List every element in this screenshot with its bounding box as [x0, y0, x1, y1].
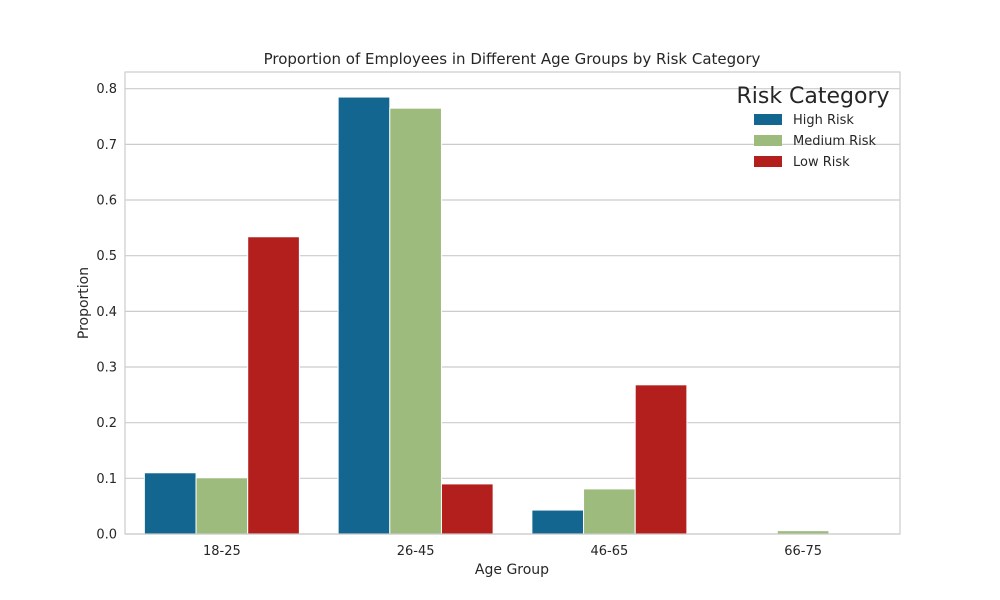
bar-low-risk-26-45	[440, 483, 494, 535]
chart-title: Proportion of Employees in Different Age…	[264, 50, 761, 68]
x-tick-label: 66-75	[784, 544, 822, 559]
y-tick-label: 0.3	[96, 361, 117, 376]
legend-label: Low Risk	[793, 155, 850, 170]
legend-title: Risk Category	[736, 84, 889, 109]
plot-background	[125, 72, 900, 534]
bars	[143, 96, 830, 535]
y-tick-label: 0.1	[96, 472, 117, 487]
bar-medium-risk-46-65	[583, 488, 636, 535]
y-tick-labels: 0.0 0.1 0.2 0.3 0.4 0.5 0.6 0.7 0.8	[96, 82, 117, 542]
plot-frame	[124, 71, 901, 535]
x-tick-labels: 18-25 26-45 46-65 66-75	[203, 544, 822, 559]
bar-low-risk-46-65	[634, 384, 688, 535]
y-tick-label: 0.8	[96, 82, 117, 97]
legend-label: High Risk	[793, 113, 854, 128]
x-tick-label: 18-25	[203, 544, 241, 559]
x-tick-label: 46-65	[590, 544, 628, 559]
y-tick-label: 0.7	[96, 138, 117, 153]
x-tick-label: 26-45	[397, 544, 435, 559]
bar-high-risk-18-25	[143, 472, 197, 535]
legend-swatch-medium-risk	[754, 135, 782, 146]
legend-label: Medium Risk	[793, 134, 877, 149]
y-axis-label: Proportion	[76, 267, 92, 339]
y-tick-label: 0.5	[96, 249, 117, 264]
bar-low-risk-18-25	[247, 236, 300, 535]
bar-high-risk-26-45	[337, 96, 391, 535]
y-tick-label: 0.4	[96, 305, 117, 320]
y-tick-label: 0.6	[96, 194, 117, 209]
y-tick-label: 0.0	[96, 528, 117, 543]
legend-swatch-low-risk	[754, 156, 782, 167]
y-tick-label: 0.2	[96, 416, 117, 431]
legend-swatch-high-risk	[754, 114, 782, 125]
legend: Risk Category High Risk Medium Risk Low Ri…	[736, 84, 889, 170]
x-axis-label: Age Group	[475, 562, 549, 578]
bar-medium-risk-26-45	[389, 107, 442, 535]
bar-high-risk-46-65	[531, 509, 585, 535]
bar-medium-risk-18-25	[195, 477, 249, 535]
